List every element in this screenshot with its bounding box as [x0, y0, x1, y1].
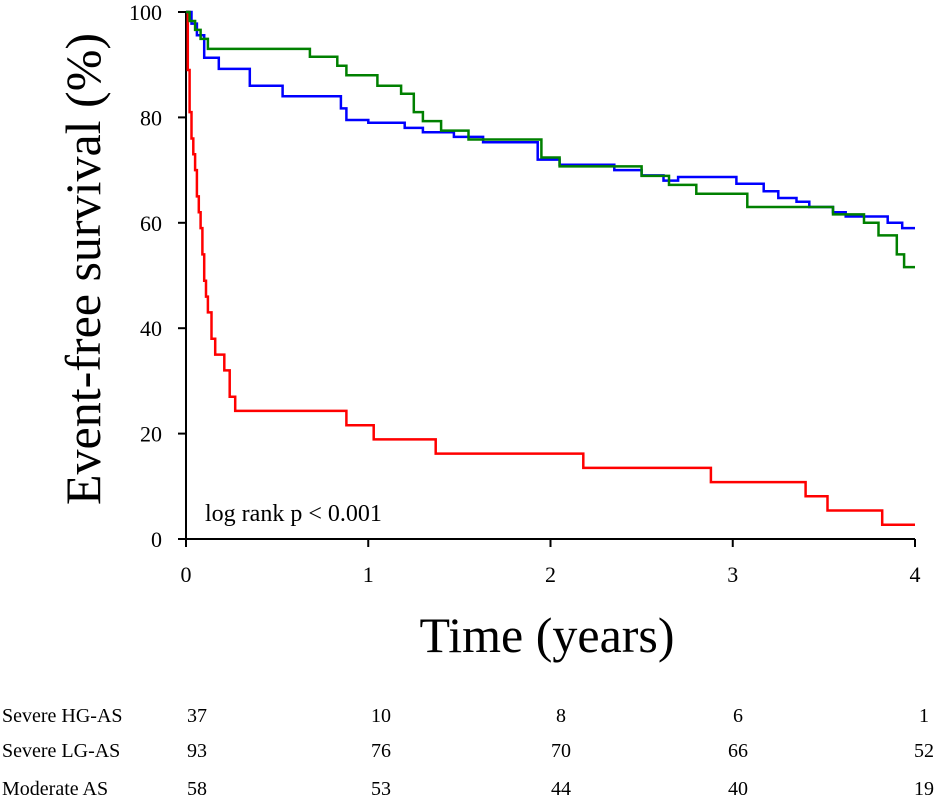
y-tick-label: 80: [140, 105, 162, 130]
risk-count: 6: [733, 705, 743, 727]
risk-count: 66: [728, 740, 748, 762]
y-ticks: 0 20 40 60 80 100: [129, 0, 186, 552]
series-line-severe-hg-as: [186, 10, 915, 527]
risk-count: 44: [551, 778, 571, 800]
risk-count: 70: [551, 740, 571, 762]
x-tick-label: 2: [545, 562, 556, 587]
risk-row-label: Moderate AS: [2, 778, 108, 800]
risk-count: 10: [371, 705, 391, 727]
series-line-moderate-as: [186, 10, 915, 269]
series-line-severe-lg-as: [186, 10, 915, 230]
risk-count: 19: [914, 778, 934, 800]
risk-row-label: Severe HG-AS: [2, 705, 123, 727]
risk-count: 1: [919, 705, 929, 727]
risk-count: 53: [371, 778, 391, 800]
survival-curves: [186, 10, 915, 527]
risk-row-label: Severe LG-AS: [2, 740, 120, 762]
risk-count: 76: [371, 740, 391, 762]
log-rank-annotation: log rank p < 0.001: [205, 501, 382, 527]
x-tick-label: 1: [363, 562, 374, 587]
x-tick-label: 4: [910, 562, 921, 587]
x-tick-label: 0: [181, 562, 192, 587]
number-at-risk-table: Severe HG-AS 37 10 8 6 1 Severe LG-AS 93 76 70 66 5…: [2, 705, 934, 800]
x-ticks: 0 1 2 3 4: [181, 539, 921, 587]
y-axis-title: Event-free survival (%): [55, 33, 111, 505]
y-tick-label: 40: [140, 316, 162, 341]
y-tick-label: 0: [151, 527, 162, 552]
risk-count: 58: [187, 778, 207, 800]
x-tick-label: 3: [727, 562, 738, 587]
risk-count: 93: [187, 740, 207, 762]
y-tick-label: 100: [129, 0, 162, 25]
risk-count: 52: [914, 740, 934, 762]
y-tick-label: 60: [140, 211, 162, 236]
risk-count: 40: [728, 778, 748, 800]
risk-count: 8: [556, 705, 566, 727]
x-axis-title: Time (years): [419, 607, 674, 663]
y-tick-label: 20: [140, 422, 162, 447]
risk-count: 37: [187, 705, 207, 727]
